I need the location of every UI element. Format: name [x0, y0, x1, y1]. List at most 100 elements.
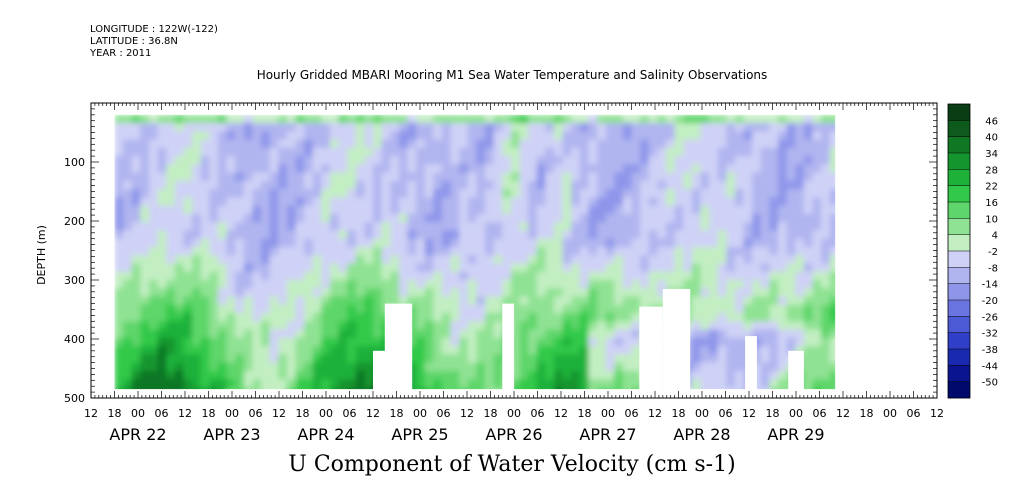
heatmap-cell [605, 205, 615, 215]
heatmap-cell [726, 147, 736, 157]
heatmap-cell [269, 222, 279, 232]
heatmap-cell [752, 247, 762, 256]
heatmap-cell [261, 354, 271, 364]
heatmap-cell [149, 139, 159, 149]
heatmap-cell [166, 280, 176, 289]
heatmap-cell [502, 147, 512, 157]
heatmap-cell [821, 164, 831, 174]
heatmap-cell [709, 346, 719, 355]
heatmap-cell [795, 288, 805, 298]
heatmap-cell [192, 205, 202, 215]
heatmap-cell [149, 131, 159, 141]
heatmap-cell [778, 139, 788, 149]
heatmap-cell [200, 189, 210, 198]
heatmap-cell [519, 263, 529, 273]
heatmap-cell [390, 189, 400, 198]
heatmap-cell [459, 263, 469, 273]
heatmap-cell [666, 280, 676, 289]
heatmap-cell [355, 370, 365, 380]
heatmap-cell [510, 370, 521, 380]
heatmap-cell [433, 370, 443, 380]
heatmap-cell [433, 213, 443, 223]
heatmap-cell [562, 321, 572, 331]
heatmap-cell [485, 255, 495, 265]
heatmap-cell [726, 346, 736, 355]
heatmap-cell [519, 271, 529, 281]
heatmap-cell [338, 114, 348, 124]
heatmap-cell [373, 337, 383, 347]
heatmap-cell [123, 197, 133, 207]
heatmap-cell [726, 354, 736, 364]
heatmap-cell [803, 180, 813, 190]
heatmap-cell [355, 337, 365, 347]
heatmap-cell [433, 304, 443, 314]
heatmap-cell [312, 156, 322, 165]
heatmap-cell [235, 131, 245, 141]
heatmap-cell [329, 197, 340, 207]
heatmap-cell [605, 114, 615, 124]
heatmap-cell [183, 197, 193, 207]
heatmap-cell [166, 313, 176, 322]
heatmap-cell [760, 263, 770, 273]
x-hour-tick-label: 18 [390, 407, 404, 420]
heatmap-cell [709, 147, 719, 157]
heatmap-cell [717, 362, 727, 372]
heatmap-cell [803, 172, 813, 182]
heatmap-cell [304, 172, 314, 182]
heatmap-cell [666, 213, 676, 223]
heatmap-cell [821, 139, 831, 149]
heatmap-cell [571, 354, 581, 364]
x-hour-tick-label: 18 [860, 407, 874, 420]
heatmap-cell [381, 156, 391, 165]
heatmap-cell [803, 370, 813, 380]
heatmap-cell [519, 304, 529, 314]
heatmap-cell [416, 197, 426, 207]
heatmap-cell [166, 263, 176, 273]
heatmap-cell [812, 263, 822, 273]
heatmap-cell [588, 304, 598, 314]
heatmap-cell [131, 180, 141, 190]
missing-data-region [639, 306, 663, 398]
heatmap-cell [648, 271, 658, 281]
heatmap-cell [347, 329, 357, 339]
heatmap-cell [536, 238, 546, 248]
heatmap-cell [252, 271, 262, 281]
heatmap-cell [200, 296, 210, 306]
heatmap-cell [769, 247, 779, 256]
heatmap-cell [217, 370, 228, 380]
heatmap-cell [166, 346, 176, 355]
heatmap-cell [829, 263, 839, 273]
heatmap-cell [760, 114, 770, 124]
heatmap-cell [622, 131, 633, 141]
heatmap-cell [614, 379, 624, 388]
heatmap-cell [829, 230, 839, 240]
heatmap-cell [717, 164, 727, 174]
heatmap-cell [269, 230, 279, 240]
heatmap-cell [114, 296, 124, 306]
heatmap-cell [726, 288, 736, 298]
heatmap-cell [510, 362, 521, 372]
heatmap-cell [441, 337, 452, 347]
heatmap-cell [441, 222, 452, 232]
heatmap-cell [347, 247, 357, 256]
heatmap-cell [295, 271, 305, 281]
heatmap-cell [760, 213, 770, 223]
heatmap-cell [304, 139, 314, 149]
heatmap-cell [243, 280, 253, 289]
heatmap-cell [812, 230, 822, 240]
heatmap-cell [717, 172, 727, 182]
heatmap-cell [666, 230, 676, 240]
heatmap-cell [605, 180, 615, 190]
heatmap-cell [140, 379, 150, 388]
heatmap-cell [554, 123, 564, 132]
heatmap-cell [554, 164, 564, 174]
heatmap-cell [614, 139, 624, 149]
heatmap-cell [261, 180, 271, 190]
heatmap-cell [209, 304, 219, 314]
heatmap-cell [786, 313, 796, 322]
heatmap-cell [829, 255, 839, 265]
heatmap-cell [588, 189, 598, 198]
heatmap-cell [217, 205, 228, 215]
heatmap-cell [614, 304, 624, 314]
heatmap-cell [390, 180, 400, 190]
